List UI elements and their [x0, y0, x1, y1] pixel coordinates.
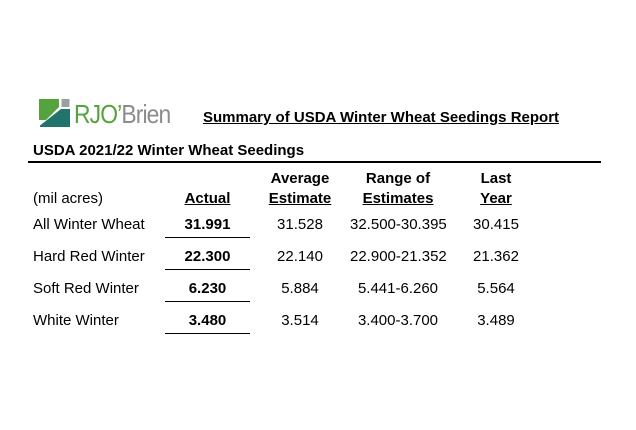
- range-value: 32.500-30.395: [350, 216, 447, 233]
- actual-value: 31.991: [165, 217, 250, 238]
- page-title: Summary of USDA Winter Wheat Seedings Re…: [203, 109, 560, 126]
- actual-cell: 22.300: [165, 249, 250, 281]
- last-year-value: 3.489: [477, 312, 515, 329]
- logo-text-secondary: Brien: [121, 99, 171, 129]
- rjobrien-logo-icon: [39, 99, 70, 127]
- rjobrien-logo: RJO’Brien: [38, 99, 183, 132]
- col-header-actual: Actual: [184, 190, 231, 207]
- col-header-range-line1: Range of: [365, 170, 431, 187]
- actual-value: 6.230: [165, 281, 250, 302]
- row-label: Soft Red Winter: [33, 280, 139, 297]
- range-value: 3.400-3.700: [357, 312, 439, 329]
- unit-label: (mil acres): [33, 190, 103, 207]
- logo-text-primary: RJO’: [74, 99, 122, 129]
- col-header-actual-line1: [165, 171, 250, 191]
- row-label: All Winter Wheat: [33, 216, 145, 233]
- actual-cell: 3.480: [165, 313, 250, 345]
- avg-estimate-value: 22.140: [277, 248, 323, 265]
- avg-estimate-value: 5.884: [281, 280, 319, 297]
- actual-value: 22.300: [165, 249, 250, 270]
- header-spacer: [33, 171, 165, 191]
- col-header-range: Estimates: [362, 190, 434, 207]
- seedings-table: Average Range of Last (mil acres) Actual…: [33, 171, 546, 345]
- actual-cell: 6.230: [165, 281, 250, 313]
- row-label: White Winter: [33, 312, 119, 329]
- last-year-value: 5.564: [477, 280, 515, 297]
- report-subtitle: USDA 2021/22 Winter Wheat Seedings: [33, 142, 305, 159]
- range-value: 22.900-21.352: [350, 248, 447, 265]
- last-year-value: 21.362: [473, 248, 519, 265]
- avg-estimate-value: 31.528: [277, 216, 323, 233]
- col-header-average-line1: Average: [270, 170, 330, 187]
- avg-estimate-value: 3.514: [281, 312, 319, 329]
- actual-value: 3.480: [165, 313, 250, 334]
- row-label: Hard Red Winter: [33, 248, 145, 265]
- col-header-average: Estimate: [268, 190, 332, 207]
- actual-cell: 31.991: [165, 217, 250, 249]
- horizontal-rule: [28, 161, 601, 163]
- range-value: 5.441-6.260: [357, 280, 439, 297]
- last-year-value: 30.415: [473, 216, 519, 233]
- rjobrien-logo-text: RJO’Brien: [74, 99, 171, 130]
- col-header-lastyear: Year: [480, 190, 512, 207]
- col-header-lastyear-line1: Last: [480, 170, 512, 187]
